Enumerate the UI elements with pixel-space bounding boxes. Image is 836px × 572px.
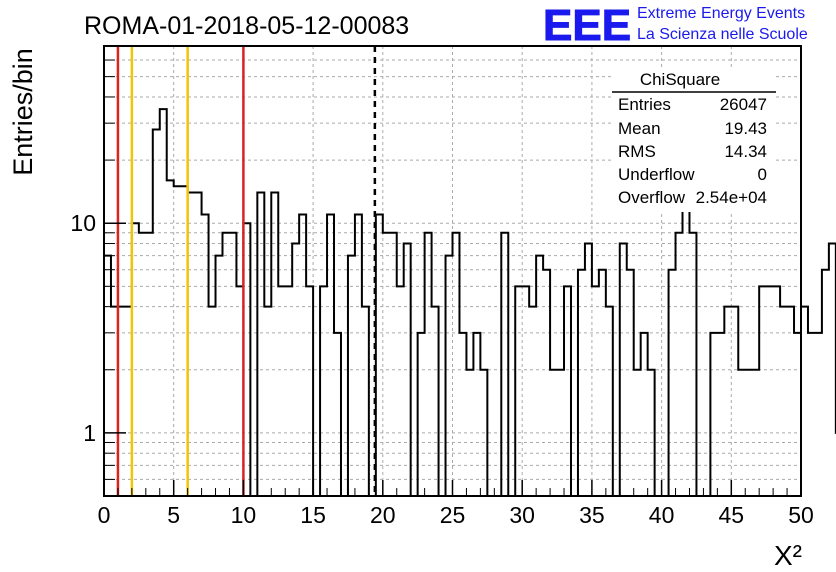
stats-underflow-label: Underflow — [618, 165, 695, 184]
run-title: ROMA-01-2018-05-12-00083 — [84, 12, 409, 40]
y-axis-label: Entries/bin — [8, 48, 38, 176]
stats-overflow-label: Overflow — [618, 188, 686, 207]
stats-rms-value: 14.34 — [724, 142, 767, 161]
stats-underflow-value: 0 — [758, 165, 767, 184]
stats-mean-label: Mean — [618, 119, 661, 138]
x-tick-label: 25 — [440, 502, 466, 528]
y-tick-label: 10 — [70, 210, 96, 236]
stats-mean-value: 19.43 — [724, 119, 767, 138]
x-axis-label: X² — [774, 540, 802, 571]
x-tick-label: 0 — [98, 502, 111, 528]
logo-line2: La Scienza nelle Scuole — [637, 26, 808, 43]
x-tick-label: 15 — [300, 502, 326, 528]
stats-rms-label: RMS — [618, 142, 656, 161]
eee-logo: EEE — [543, 1, 631, 50]
stats-box-background — [612, 70, 776, 212]
marker-lines — [116, 46, 377, 496]
x-tick-label: 10 — [231, 502, 257, 528]
x-tick-label: 50 — [788, 502, 814, 528]
y-tick-label: 1 — [83, 420, 96, 446]
plot-frame — [103, 45, 802, 497]
x-tick-label: 40 — [649, 502, 675, 528]
x-tick-label: 5 — [167, 502, 180, 528]
x-tick-label: 20 — [370, 502, 396, 528]
stats-title: ChiSquare — [640, 70, 720, 89]
stats-entries-label: Entries — [618, 95, 671, 114]
logo-line1: Extreme Energy Events — [637, 5, 805, 22]
stats-overflow-value: 2.54e+04 — [696, 188, 767, 207]
stats-box: ChiSquare Entries 26047 Mean 19.43 RMS 1… — [612, 70, 776, 212]
x-tick-label: 35 — [579, 502, 605, 528]
tick-labels: 0 5 10 15 20 25 30 35 40 45 50 1 10 — [70, 210, 813, 528]
stats-entries-value: 26047 — [720, 95, 767, 114]
x-tick-label: 30 — [509, 502, 535, 528]
histogram-step-path — [104, 108, 836, 497]
histogram-line — [104, 108, 836, 497]
x-tick-label: 45 — [719, 502, 745, 528]
